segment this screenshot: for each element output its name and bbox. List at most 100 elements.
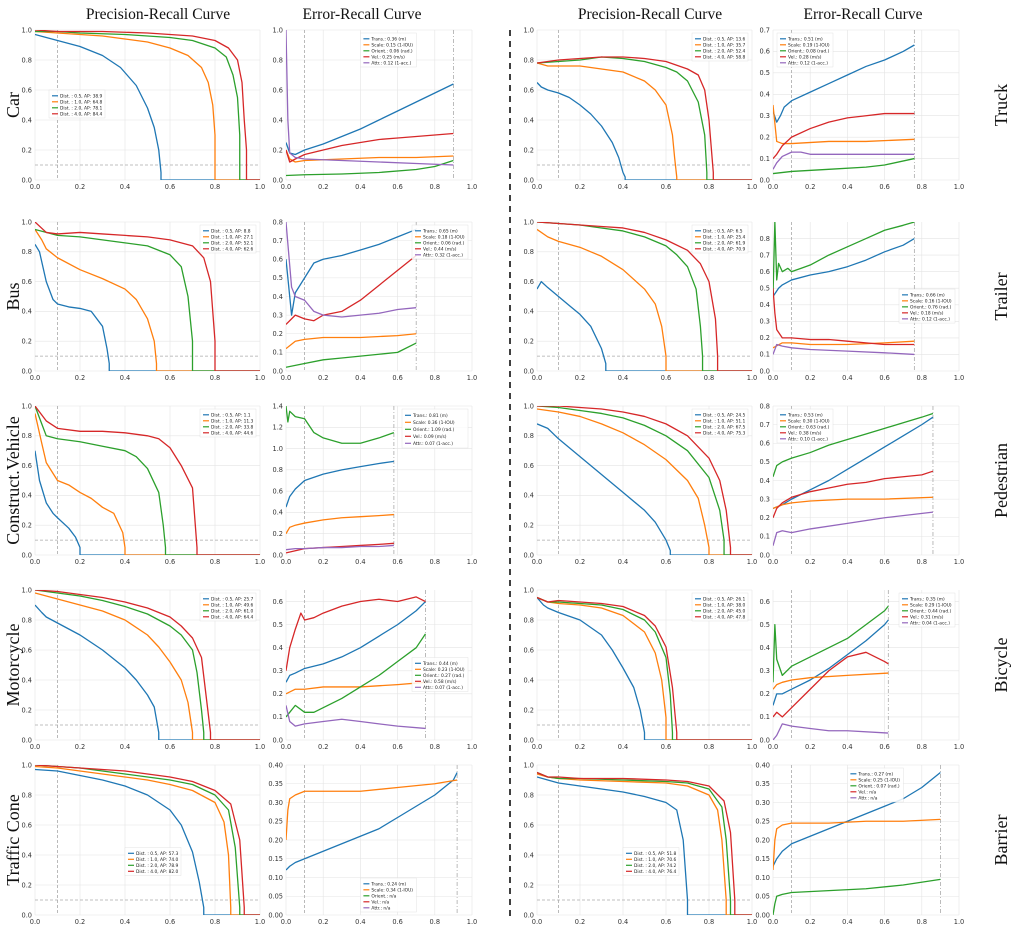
series-group [537, 222, 752, 371]
series-group [286, 772, 458, 871]
legend-entry: Orient.: 0.06 (rad.) [423, 240, 465, 246]
x-tick-label: 0.0 [281, 558, 292, 566]
y-tick-label: 0.6 [22, 646, 33, 654]
x-tick-label: 0.8 [210, 743, 221, 751]
x-tick-label: 0.2 [805, 183, 816, 191]
x-tick-label: 0.2 [318, 374, 329, 382]
y-tick-label: 0.30 [755, 799, 770, 807]
y-tick-label: 0.0 [273, 176, 284, 184]
y-tick-label: 1.0 [22, 586, 33, 594]
x-tick-label: 0.6 [392, 743, 403, 751]
x-tick-label: 0.4 [120, 558, 131, 566]
series-line [35, 406, 260, 555]
y-tick-label: 0.25 [755, 818, 770, 826]
x-tick-label: 1.0 [467, 743, 478, 751]
legend-entry: Orient.: 0.63 (rad.) [788, 424, 830, 430]
series-line [286, 228, 417, 316]
series-group [537, 406, 752, 555]
y-tick-label: 1.0 [273, 445, 284, 453]
y-tick-label: 0.5 [760, 69, 771, 77]
y-tick-label: 0.5 [760, 285, 771, 293]
legend-entry: Dist. : 1.0, AP: 49.6 [211, 602, 254, 608]
legend-entry: Attr.: n/a [858, 795, 877, 801]
legend-box [691, 408, 749, 438]
y-tick-label: 0.1 [273, 349, 284, 357]
y-tick-label: 0.8 [524, 432, 535, 440]
x-tick-label: 0.8 [210, 183, 221, 191]
row-label: Pedestrian [991, 443, 1011, 518]
legend: Trans.: 0.51 (m)Scale: 0.19 (1-IOU)Orien… [776, 32, 834, 68]
legend-entry: Trans.: 0.51 (m) [787, 36, 823, 42]
series-line [537, 423, 752, 555]
series-line [773, 151, 915, 170]
series-line [773, 605, 889, 683]
y-tick-label: 0.6 [524, 646, 535, 654]
x-tick-label: 0.4 [842, 183, 853, 191]
legend-box [691, 592, 749, 622]
legend-entry: Vel.: 0.18 (m/s) [910, 310, 944, 316]
legend-entry: Orient.: 0.08 (rad.) [788, 48, 830, 54]
series-line [35, 604, 260, 740]
row-label: Car [3, 92, 23, 118]
legend-entry: Attr.: 0.04 (1-acc.) [910, 620, 950, 626]
y-tick-label: 0.15 [755, 855, 770, 863]
y-tick-label: 0.6 [760, 440, 771, 448]
er-panel-motorcycle: 0.0 0.2 0.4 0.6 0.8 1.0 0.0 0.1 0.2 0.3 0.4 0.5 0.6 T… [273, 590, 478, 751]
x-tick-label: 0.0 [30, 743, 41, 751]
y-tick-label: 0.4 [22, 308, 33, 316]
series-line [773, 288, 915, 346]
x-tick-label: 0.4 [355, 558, 366, 566]
legend-entry: Scale: 0.36 (1-IOU) [413, 420, 455, 426]
series-line [773, 343, 915, 356]
legend-entry: Dist. : 1.0, AP: 25.4 [703, 234, 746, 240]
y-tick-label: 0.0 [22, 736, 33, 744]
y-tick-label: 0.6 [524, 821, 535, 829]
series-line [35, 229, 260, 371]
y-tick-label: 0.2 [273, 530, 284, 538]
row-label: Bus [3, 282, 23, 310]
legend-entry: Dist. : 0.5, AP: 51.8 [634, 851, 677, 857]
series-line [537, 771, 752, 915]
x-tick-label: 0.4 [120, 374, 131, 382]
legend-entry: Dist. : 2.0, AP: 67.5 [703, 424, 746, 430]
y-tick-label: 0.6 [760, 598, 771, 606]
y-tick-label: 0.4 [273, 293, 284, 301]
x-tick-label: 0.0 [30, 183, 41, 191]
legend-entry: Dist. : 1.0, AP: 64.8 [60, 99, 103, 105]
y-tick-label: 0.30 [268, 799, 283, 807]
y-tick-label: 0.2 [524, 706, 535, 714]
y-tick-label: 0.6 [22, 821, 33, 829]
y-tick-label: 0.5 [273, 621, 284, 629]
x-tick-label: 0.2 [318, 743, 329, 751]
y-tick-label: 0.4 [524, 116, 535, 124]
x-tick-label: 0.8 [917, 374, 928, 382]
x-tick-label: 0.2 [805, 743, 816, 751]
plot-area [35, 765, 260, 915]
legend-entry: Orient.: 0.44 (rad.) [910, 608, 952, 614]
y-tick-label: 0.6 [524, 278, 535, 286]
series-line [773, 878, 941, 915]
er-panel-bicycle: 0.0 0.2 0.4 0.6 0.8 1.0 0.0 0.1 0.2 0.3 0.4 0.5 0.6 T… [760, 590, 964, 751]
legend-box [124, 847, 182, 876]
series-line [773, 412, 934, 477]
series-line [35, 406, 260, 555]
x-tick-label: 0.8 [430, 743, 441, 751]
y-tick-label: 0.40 [268, 761, 283, 769]
y-tick-label: 1.0 [22, 26, 33, 34]
legend-entry: Trans.: 0.65 (m) [422, 228, 458, 234]
y-tick-label: 0.0 [524, 176, 535, 184]
legend-entry: Dist. : 0.5, AP: 38.9 [60, 93, 103, 99]
x-tick-label: 0.6 [165, 558, 176, 566]
x-tick-label: 0.8 [917, 918, 928, 926]
x-tick-label: 0.6 [165, 743, 176, 751]
y-tick-label: 0.7 [760, 251, 771, 259]
y-tick-label: 0.3 [760, 112, 771, 120]
series-line [286, 601, 426, 683]
y-tick-label: 0.0 [22, 911, 33, 919]
y-tick-label: 0.0 [273, 551, 284, 559]
legend-entry: Scale: 0.15 (1-IOU) [371, 42, 413, 48]
x-tick-label: 0.6 [392, 558, 403, 566]
x-tick-label: 0.4 [618, 743, 629, 751]
y-tick-label: 1.0 [524, 761, 535, 769]
